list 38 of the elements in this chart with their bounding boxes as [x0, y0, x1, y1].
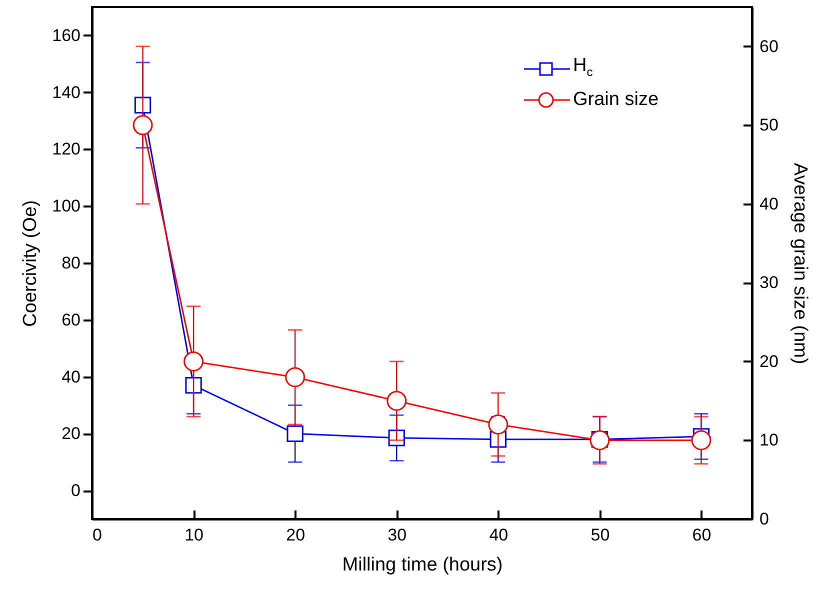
point	[132, 115, 153, 136]
y2-axis-title: Average grain size (nm)	[789, 162, 810, 364]
y-tick-label: 40	[62, 367, 80, 386]
y-tick-label: 60	[62, 310, 80, 330]
y-tick-label: 140	[52, 82, 80, 102]
y-tick-label: 0	[71, 481, 80, 500]
y-tick-label: 100	[52, 196, 80, 216]
point	[286, 425, 304, 442]
x-tick-label: 0	[92, 526, 102, 544]
y-tick-label: 20	[62, 424, 80, 444]
point	[134, 96, 152, 114]
y2-tick-label: 50	[760, 116, 778, 135]
x-tick-label: 30	[388, 526, 407, 544]
y-tick-label: 120	[52, 140, 80, 159]
point	[488, 414, 508, 434]
point	[185, 376, 202, 394]
legend-label: Grain size	[573, 88, 659, 112]
x-tick-label: 50	[590, 526, 610, 544]
y-tick-label: 160	[52, 26, 80, 45]
y2-tick-label: 0	[760, 510, 769, 528]
point	[691, 430, 712, 450]
x-tick-label: 40	[489, 526, 508, 544]
point	[386, 390, 407, 411]
y2-tick-label: 60	[760, 36, 778, 56]
y-tick-label: 80	[62, 254, 80, 272]
point	[285, 367, 306, 388]
x-tick-label: 20	[286, 526, 306, 544]
x-axis-title: Milling time (hours)	[342, 554, 503, 576]
point	[184, 352, 204, 372]
y2-tick-label: 30	[760, 273, 778, 292]
y2-tick-label: 20	[760, 352, 778, 371]
x-tick-label: 60	[692, 526, 712, 544]
point	[590, 430, 610, 450]
y2-tick-label: 10	[760, 430, 778, 450]
legend-label: H$_{c}$	[573, 54, 593, 81]
y2-tick-label: 40	[760, 194, 778, 214]
x-tick-label: 10	[184, 526, 204, 544]
y-axis-title: Coercivity (Oe)	[20, 200, 42, 327]
